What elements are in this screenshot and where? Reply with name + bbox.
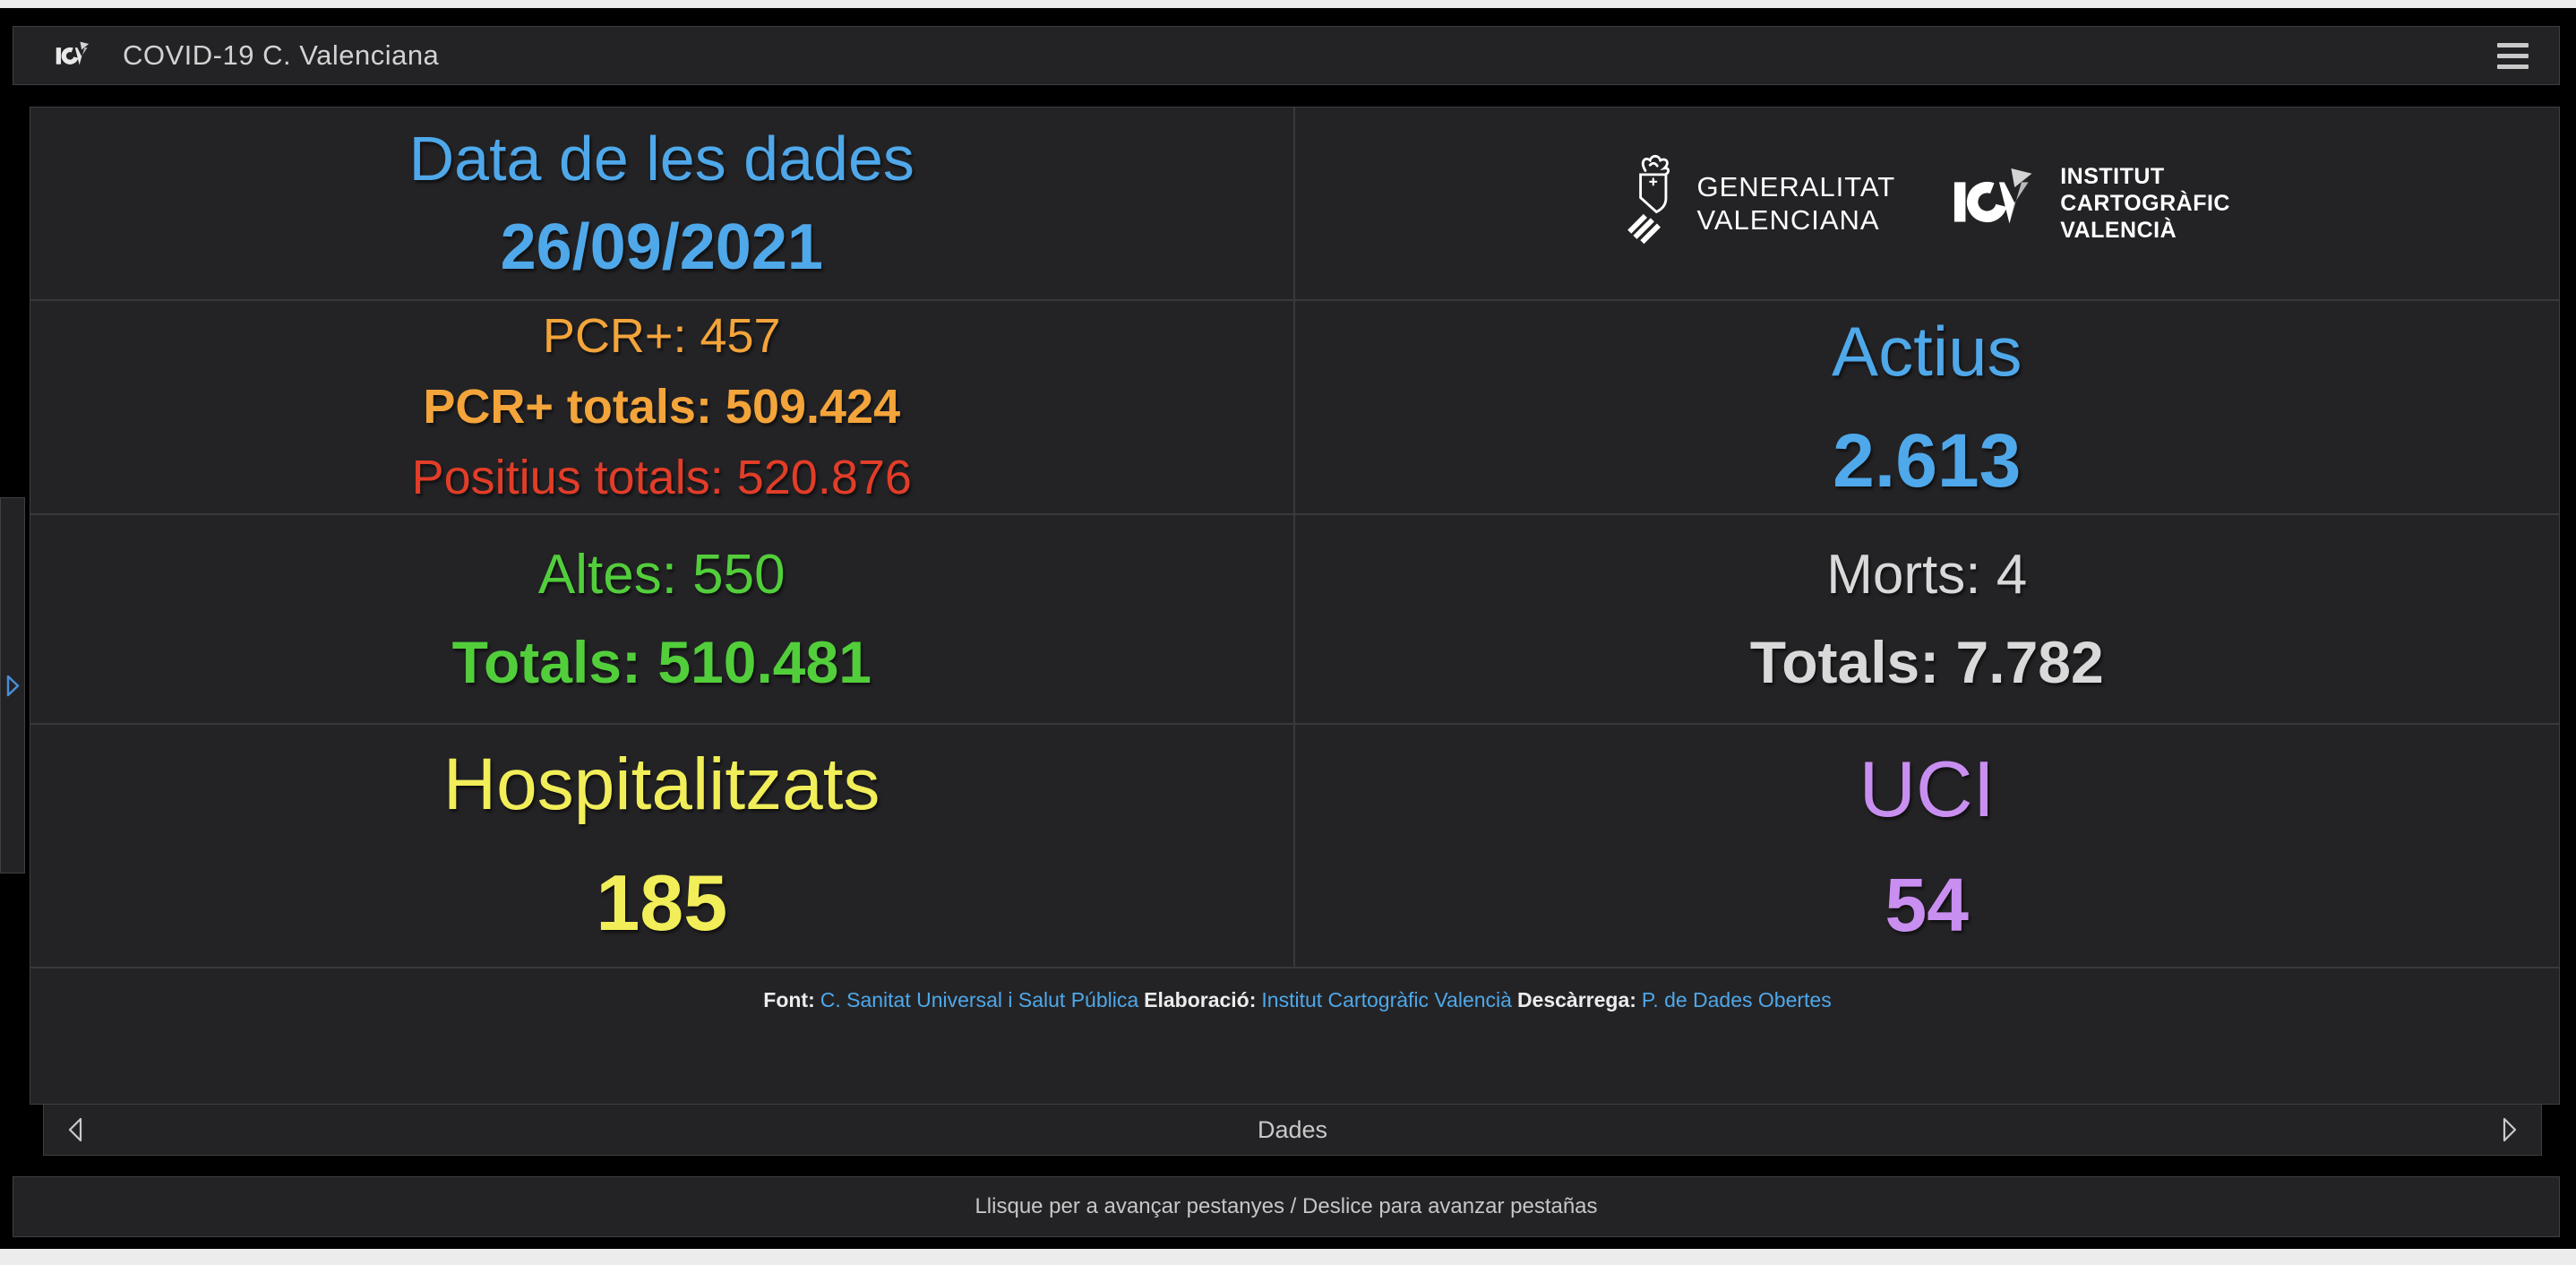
source-label: Font: [763,988,815,1011]
gva-text-line2: VALENCIANA [1696,204,1880,236]
sidebar-expand-handle[interactable] [0,497,25,873]
download-label: Descàrrega: [1516,988,1636,1011]
gva-crest-icon [1624,151,1679,256]
icv-app-icon [55,40,94,71]
uci-value: 54 [1885,862,1969,947]
hamburger-icon [2497,42,2529,69]
icv-logo-icon [1953,165,2042,242]
morts-cell: Morts: 4 Totals: 7.782 [1294,513,2559,723]
download-link[interactable]: P. de Dades Obertes [1641,988,1832,1011]
tab-bar: Dades [43,1105,2542,1156]
altes-cell: Altes: 550 Totals: 510.481 [30,513,1295,723]
chevron-right-icon [2502,1116,2518,1143]
actius-cell: Actius 2.613 [1294,299,2559,513]
page-title: COVID-19 C. Valenciana [123,39,440,71]
morts-daily: Morts: 4 [1826,543,2028,606]
gva-text-line1: GENERALITAT [1696,171,1896,202]
header-bar: COVID-19 C. Valenciana [13,26,2560,85]
uci-cell: UCI 54 [1294,723,2559,967]
date-label: Data de les dades [408,124,914,194]
positius-totals: Positius totals: 520.876 [411,451,912,504]
credits-bar: Font: C. Sanitat Universal i Salut Públi… [30,967,2559,1104]
tab-dades[interactable]: Dades [1257,1115,1328,1143]
institut-cartografic-logo: INSTITUT CARTOGRÀFIC VALENCIÀ [1953,163,2230,244]
menu-button[interactable] [2492,38,2534,74]
swipe-hint-bar: Llisque per a avançar pestanyes / Deslic… [13,1176,2560,1237]
gva-logo-text: GENERALITAT VALENCIANA [1697,170,1896,237]
date-value: 26/09/2021 [500,211,823,283]
morts-totals: Totals: 7.782 [1749,628,2104,695]
window-edge-top [0,0,2576,8]
previous-tab-button[interactable] [64,1113,87,1147]
chevron-left-icon [67,1116,83,1143]
altes-totals: Totals: 510.481 [451,628,872,695]
logos-cell: GENERALITAT VALENCIANA INSTITUT C [1295,108,2560,299]
hospitalitzats-cell: Hospitalitzats 185 [30,723,1295,967]
actius-value: 2.613 [1833,417,2022,503]
hospitalitzats-label: Hospitalitzats [442,744,880,825]
elaboration-label: Elaboració: [1144,988,1257,1011]
actius-label: Actius [1832,311,2022,391]
date-cell: Data de les dades 26/09/2021 [30,108,1295,299]
icv-logo-text: INSTITUT CARTOGRÀFIC VALENCIÀ [2060,163,2230,244]
hospitalitzats-value: 185 [596,858,728,947]
pcr-cell: PCR+: 457 PCR+ totals: 509.424 Positius … [30,299,1295,513]
uci-label: UCI [1859,744,1996,833]
pcr-daily: PCR+: 457 [542,309,781,363]
window-edge-bottom [0,1249,2576,1265]
pcr-totals: PCR+ totals: 509.424 [423,380,901,434]
source-link[interactable]: C. Sanitat Universal i Salut Pública [820,988,1139,1011]
altes-daily: Altes: 550 [537,543,786,606]
icv-text-line1: INSTITUT [2060,164,2165,189]
chevron-right-icon [5,674,21,698]
stats-panel: Data de les dades 26/09/2021 [30,107,2560,1105]
icv-text-line3: VALENCIÀ [2060,218,2177,243]
generalitat-valenciana-logo: GENERALITAT VALENCIANA [1624,151,1896,256]
elaboration-link[interactable]: Institut Cartogràfic Valencià [1261,988,1512,1011]
next-tab-button[interactable] [2498,1113,2521,1147]
icv-text-line2: CARTOGRÀFIC [2060,191,2230,216]
swipe-hint-text: Llisque per a avançar pestanyes / Deslic… [975,1194,1598,1218]
